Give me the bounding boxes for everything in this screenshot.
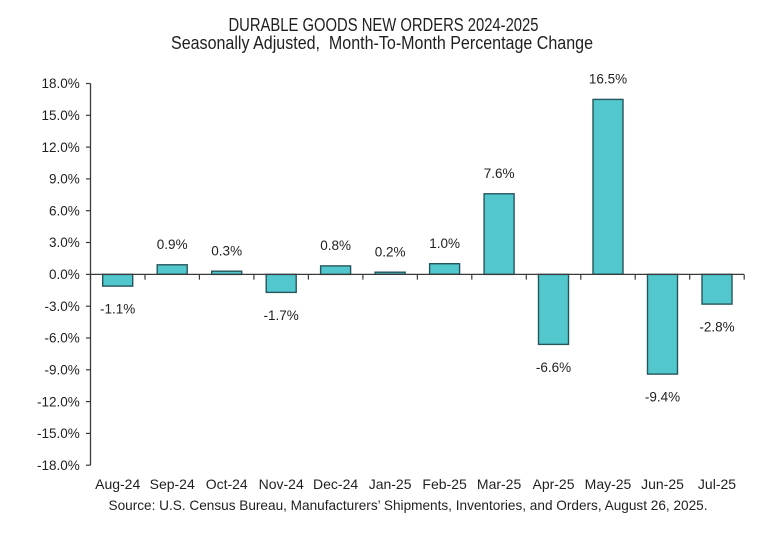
svg-text:-6.0%: -6.0%: [45, 331, 80, 346]
svg-text:6.0%: 6.0%: [49, 203, 80, 218]
svg-text:0.0%: 0.0%: [49, 267, 80, 282]
svg-text:Sep-24: Sep-24: [150, 476, 195, 492]
svg-text:Mar-25: Mar-25: [477, 476, 522, 492]
svg-text:Nov-24: Nov-24: [259, 476, 304, 492]
svg-text:-9.0%: -9.0%: [45, 363, 80, 378]
svg-text:12.0%: 12.0%: [42, 140, 80, 155]
svg-text:18.0%: 18.0%: [42, 76, 80, 91]
svg-text:0.2%: 0.2%: [375, 244, 406, 259]
svg-text:-15.0%: -15.0%: [37, 426, 80, 441]
svg-text:-6.6%: -6.6%: [536, 360, 571, 375]
svg-text:-2.8%: -2.8%: [699, 320, 734, 335]
svg-text:7.6%: 7.6%: [484, 166, 515, 181]
svg-text:Jun-25: Jun-25: [641, 476, 684, 492]
svg-text:-3.0%: -3.0%: [45, 299, 80, 314]
svg-text:3.0%: 3.0%: [49, 235, 80, 250]
svg-text:0.9%: 0.9%: [157, 237, 188, 252]
svg-text:-18.0%: -18.0%: [37, 458, 80, 473]
svg-text:1.0%: 1.0%: [429, 236, 460, 251]
svg-text:Source: U.S. Census Bureau, Ma: Source: U.S. Census Bureau, Manufacturer…: [109, 497, 708, 513]
svg-text:Aug-24: Aug-24: [95, 476, 140, 492]
svg-text:DURABLE GOODS NEW ORDERS 2024-: DURABLE GOODS NEW ORDERS 2024-2025: [229, 15, 539, 35]
svg-text:0.8%: 0.8%: [320, 238, 351, 253]
svg-text:Jan-25: Jan-25: [369, 476, 412, 492]
svg-text:Apr-25: Apr-25: [532, 476, 574, 492]
svg-text:-9.4%: -9.4%: [645, 390, 680, 405]
svg-text:May-25: May-25: [585, 476, 632, 492]
svg-text:-1.7%: -1.7%: [264, 308, 299, 323]
svg-text:Oct-24: Oct-24: [206, 476, 248, 492]
svg-text:15.0%: 15.0%: [42, 108, 80, 123]
svg-text:16.5%: 16.5%: [589, 72, 627, 87]
svg-text:-12.0%: -12.0%: [37, 394, 80, 409]
svg-text:0.3%: 0.3%: [211, 243, 242, 258]
svg-text:Seasonally Adjusted, Month-To: Seasonally Adjusted, Month-To-Month Perc…: [171, 33, 593, 53]
svg-text:9.0%: 9.0%: [49, 172, 80, 187]
svg-text:Jul-25: Jul-25: [698, 476, 736, 492]
svg-text:Feb-25: Feb-25: [422, 476, 467, 492]
svg-text:-1.1%: -1.1%: [100, 302, 135, 317]
svg-text:Dec-24: Dec-24: [313, 476, 358, 492]
